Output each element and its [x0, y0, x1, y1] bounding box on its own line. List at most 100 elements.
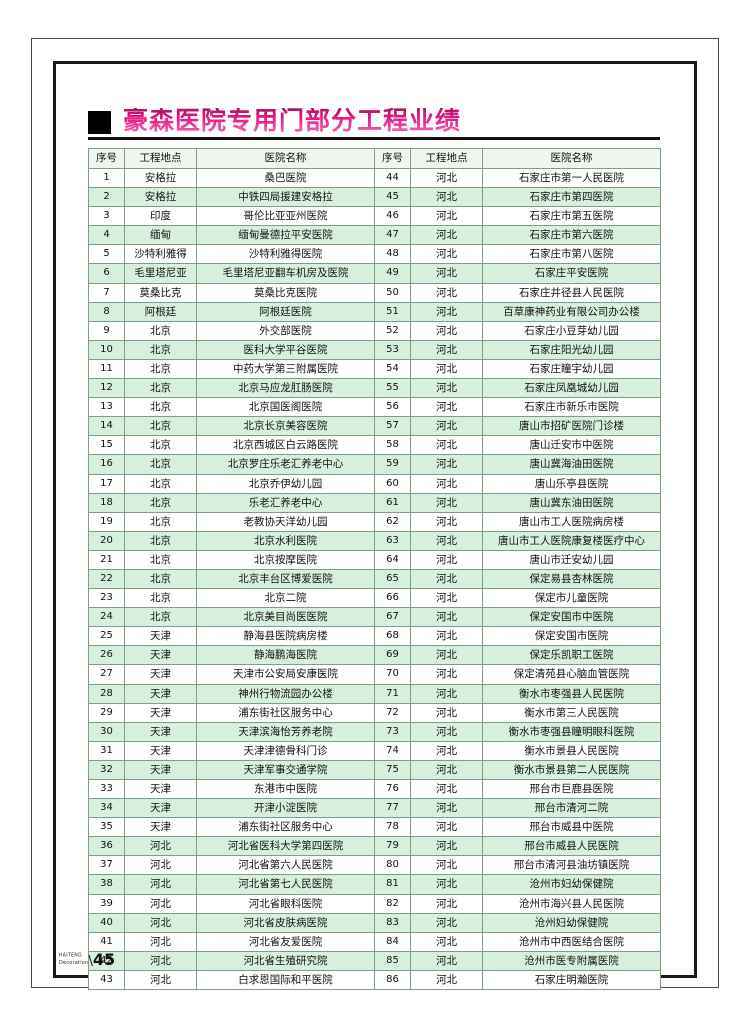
cell-no: 41 [88, 931, 125, 952]
table-row: 5 沙特利雅得 沙特利雅得医院 48 河北 石家庄市第八医院 [88, 244, 661, 265]
cell-hospital-name: 沧州市妇幼保健院 [482, 874, 661, 895]
table-row: 6 毛里塔尼亚 毛里塔尼亚翻车机房及医院 49 河北 石家庄平安医院 [88, 263, 661, 284]
cell-no: 28 [88, 683, 125, 704]
cell-hospital-name: 保定清苑县心脑血管医院 [482, 664, 661, 685]
cell-no: 26 [88, 645, 125, 666]
cell-hospital-name: 河北省第六人民医院 [196, 855, 375, 876]
cell-hospital-name: 邢台市威县人民医院 [482, 836, 661, 857]
cell-no: 71 [374, 683, 411, 704]
column-header-name-left: 医院名称 [196, 148, 375, 169]
cell-hospital-name: 桑巴医院 [196, 167, 375, 189]
cell-location: 河北 [410, 626, 483, 647]
cell-no: 59 [374, 454, 411, 475]
cell-no: 7 [88, 282, 125, 303]
cell-no: 22 [88, 568, 125, 590]
cell-hospital-name: 浦东街社区服务中心 [196, 702, 375, 723]
cell-location: 河北 [410, 454, 483, 475]
cell-location: 河北 [410, 759, 483, 781]
cell-location: 印度 [124, 206, 197, 227]
cell-hospital-name: 沧州市中西医结合医院 [482, 931, 661, 952]
cell-location: 天津 [124, 645, 197, 666]
cell-location: 北京 [124, 454, 197, 475]
table-row: 7 莫桑比克 莫桑比克医院 50 河北 石家庄井径县人民医院 [88, 282, 661, 303]
table-row: 27 天津 天津市公安局安康医院 70 河北 保定清苑县心脑血管医院 [88, 664, 661, 685]
cell-no: 9 [88, 320, 125, 341]
cell-hospital-name: 唐山乐亭县医院 [482, 473, 661, 494]
cell-location: 河北 [124, 855, 197, 876]
cell-no: 1 [88, 167, 125, 189]
table-row: 2 安格拉 中铁四局援建安格拉 45 河北 石家庄市第四医院 [88, 187, 661, 208]
cell-no: 49 [374, 263, 411, 284]
cell-location: 北京 [124, 378, 197, 399]
cell-hospital-name: 河北省皮肤病医院 [196, 912, 375, 933]
cell-location: 河北 [410, 683, 483, 704]
cell-location: 河北 [410, 798, 483, 819]
cell-location: 河北 [124, 950, 197, 971]
cell-no: 45 [374, 187, 411, 208]
table-row: 30 天津 天津滨海怡芳养老院 73 河北 衡水市枣强县瞳明眼科医院 [88, 721, 661, 742]
company-logo: HAITENG Decoration [59, 954, 88, 969]
cell-hospital-name: 唐山迁安市中医院 [482, 435, 661, 456]
cell-no: 15 [88, 435, 125, 456]
cell-hospital-name: 石家庄市第一人民医院 [482, 167, 661, 189]
column-header-no-left: 序号 [88, 148, 125, 169]
cell-no: 38 [88, 874, 125, 895]
cell-location: 河北 [410, 874, 483, 895]
cell-location: 北京 [124, 339, 197, 360]
cell-location: 天津 [124, 626, 197, 647]
table-row: 20 北京 北京水利医院 63 河北 唐山市工人医院康复楼医疗中心 [88, 530, 661, 551]
cell-no: 78 [374, 817, 411, 838]
cell-hospital-name: 保定安国市中医院 [482, 607, 661, 628]
cell-hospital-name: 石家庄阳光幼儿园 [482, 339, 661, 360]
cell-hospital-name: 医科大学平谷医院 [196, 339, 375, 360]
cell-hospital-name: 河北省友爱医院 [196, 931, 375, 952]
table-row: 15 北京 北京西城区白云路医院 58 河北 唐山迁安市中医院 [88, 435, 661, 456]
cell-no: 32 [88, 759, 125, 781]
cell-location: 河北 [124, 931, 197, 952]
cell-no: 52 [374, 320, 411, 341]
cell-location: 北京 [124, 320, 197, 341]
cell-no: 58 [374, 435, 411, 456]
table-row: 43 河北 白求恩国际和平医院 86 河北 石家庄明瀚医院 [88, 969, 661, 991]
table-row: 29 天津 浦东街社区服务中心 72 河北 衡水市第三人民医院 [88, 702, 661, 723]
cell-location: 北京 [124, 511, 197, 532]
cell-location: 北京 [124, 549, 197, 570]
cell-no: 55 [374, 378, 411, 399]
cell-location: 北京 [124, 397, 197, 418]
cell-location: 北京 [124, 568, 197, 590]
cell-location: 北京 [124, 435, 197, 456]
table-row: 9 北京 外交部医院 52 河北 石家庄小豆芽幼儿园 [88, 320, 661, 341]
cell-hospital-name: 石家庄凤凰城幼儿园 [482, 378, 661, 399]
cell-hospital-name: 河北省眼科医院 [196, 893, 375, 914]
cell-no: 5 [88, 244, 125, 265]
table-row: 41 河北 河北省友爱医院 84 河北 沧州市中西医结合医院 [88, 931, 661, 952]
cell-no: 57 [374, 416, 411, 437]
cell-no: 33 [88, 778, 125, 800]
page-title: 豪森医院专用门部分工程业绩 [111, 108, 461, 135]
cell-location: 河北 [410, 530, 483, 551]
table-row: 33 天津 东港市中医院 76 河北 邢台市巨鹿县医院 [88, 778, 661, 800]
cell-hospital-name: 邢台市清河县油坊镇医院 [482, 855, 661, 876]
cell-hospital-name: 北京长京美容医院 [196, 416, 375, 437]
cell-hospital-name: 邢台市清河二院 [482, 798, 661, 819]
cell-location: 河北 [410, 817, 483, 838]
cell-hospital-name: 北京国医阁医院 [196, 397, 375, 418]
cell-hospital-name: 保定安国市医院 [482, 626, 661, 647]
table-row: 32 天津 天津军事交通学院 75 河北 衡水市景县第二人民医院 [88, 759, 661, 781]
cell-location: 安格拉 [124, 167, 197, 189]
cell-no: 51 [374, 301, 411, 322]
cell-hospital-name: 东港市中医院 [196, 778, 375, 800]
cell-hospital-name: 唐山市迁安幼儿园 [482, 549, 661, 570]
cell-no: 81 [374, 874, 411, 895]
cell-hospital-name: 唐山市工人医院康复楼医疗中心 [482, 530, 661, 551]
cell-no: 11 [88, 358, 125, 380]
cell-no: 73 [374, 721, 411, 742]
cell-location: 河北 [410, 435, 483, 456]
cell-location: 北京 [124, 473, 197, 494]
cell-location: 河北 [410, 588, 483, 609]
table-row: 14 北京 北京长京美容医院 57 河北 唐山市招矿医院门诊楼 [88, 416, 661, 437]
cell-no: 12 [88, 378, 125, 399]
cell-location: 河北 [410, 607, 483, 628]
cell-location: 河北 [410, 339, 483, 360]
